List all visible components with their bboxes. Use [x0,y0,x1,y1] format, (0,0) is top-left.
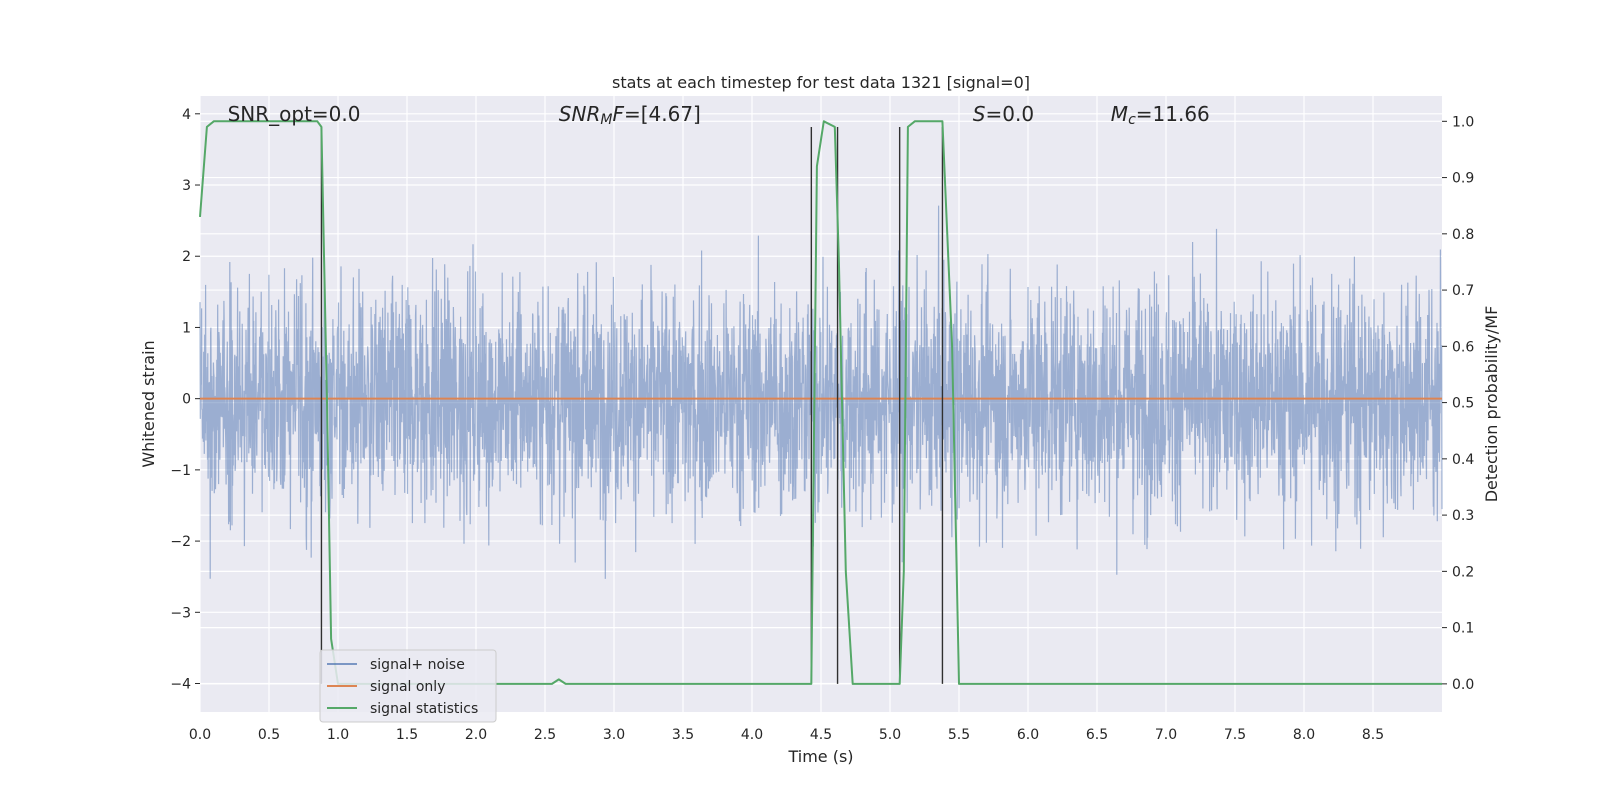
line-signal-statistics [199,120,1442,685]
legend: signal+ noise signal only signal statist… [319,649,497,723]
annotation-s-stat: S=0.0 [973,102,1034,126]
x-tick-label: 5.0 [879,727,901,743]
legend-label-signal-noise: signal+ noise [370,657,465,673]
series-signal-noise [199,205,1443,579]
y-axis-label: Whitened strain [139,340,158,467]
x-tick-label: 6.5 [1086,727,1108,743]
annotation-mc: Mc=11.66 [1111,102,1210,128]
x-axis-label: Time (s) [787,747,853,766]
y-right-tick-label: 0.7 [1452,283,1474,299]
x-tick-label: 2.0 [465,727,487,743]
x-axis-ticks: 0.0 0.5 1.0 1.5 2.0 2.5 3.0 3.5 4.0 4.5 5.0 5.5 6.0 6… [189,727,1384,743]
x-tick-label: 8.5 [1362,727,1384,743]
y-right-axis-ticks: 0.0 0.1 0.2 0.3 0.4 0.5 0.6 0.7 0.8 0.9 1.0 [1442,114,1474,693]
x-tick-label: 0.0 [189,727,211,743]
y-tick-label: 3 [182,178,191,194]
x-tick-label: 7.5 [1224,727,1246,743]
x-tick-label: 4.0 [741,727,763,743]
y-tick-label: 4 [182,107,191,123]
y-right-tick-label: 0.4 [1452,452,1474,468]
chart-title: stats at each timestep for test data 132… [612,73,1030,92]
annotation-snr-mf: SNRMF=[4.67] [559,102,701,128]
y-tick-label: −3 [170,605,191,621]
y-right-tick-label: 0.3 [1452,508,1474,524]
y-right-tick-label: 0.0 [1452,677,1474,693]
y-right-tick-label: 0.9 [1452,171,1474,187]
legend-box [319,649,497,723]
y-right-tick-label: 1.0 [1452,114,1474,130]
y-tick-label: −1 [170,463,191,479]
x-tick-label: 2.5 [534,727,556,743]
y-tick-label: 2 [182,249,191,265]
y-tick-label: −2 [170,534,191,550]
y-tick-label: 0 [182,392,191,408]
legend-label-signal-statistics: signal statistics [370,701,478,717]
y-right-tick-label: 0.1 [1452,621,1474,637]
annotations: SNR_opt=0.0 SNRMF=[4.67] S=0.0 Mc=11.66 [228,102,1210,128]
x-tick-label: 3.0 [603,727,625,743]
series-signal-statistics [199,120,1442,685]
y-right-axis-label: Detection probability/MF [1482,306,1501,503]
x-tick-label: 8.0 [1293,727,1315,743]
y-right-tick-label: 0.2 [1452,564,1474,580]
y-right-tick-label: 0.8 [1452,227,1474,243]
y-right-tick-label: 0.5 [1452,396,1474,412]
y-tick-label: −4 [170,677,191,693]
line-signal-noise [199,205,1443,579]
x-tick-label: 7.0 [1155,727,1177,743]
annotation-snr-opt: SNR_opt=0.0 [228,102,361,126]
legend-label-signal-only: signal only [370,679,445,695]
x-tick-label: 1.0 [327,727,349,743]
x-tick-label: 3.5 [672,727,694,743]
x-tick-label: 1.5 [396,727,418,743]
y-right-tick-label: 0.6 [1452,339,1474,355]
x-tick-label: 5.5 [948,727,970,743]
x-tick-label: 6.0 [1017,727,1039,743]
y-tick-label: 1 [182,320,191,336]
y-axis-ticks: −4 −3 −2 −1 0 1 2 3 4 [170,107,200,693]
x-tick-label: 0.5 [258,727,280,743]
x-tick-label: 4.5 [810,727,832,743]
